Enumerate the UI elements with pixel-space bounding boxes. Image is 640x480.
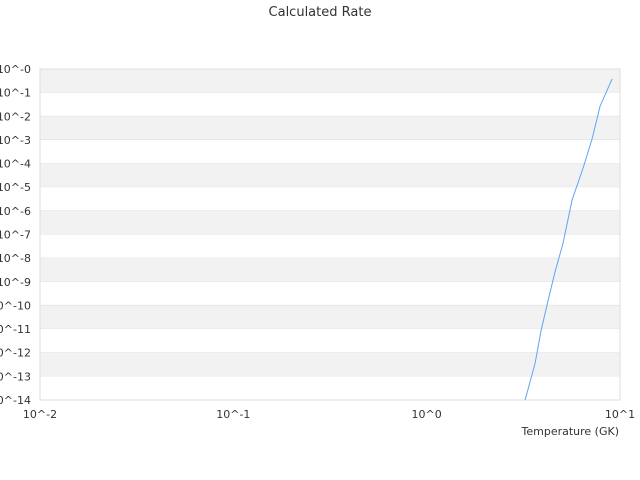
x-tick-label: 10^-1	[216, 408, 250, 421]
y-axis-tick-labels: 10^-0 10^-1 10^-2 10^-3 10^-4 10^-5 10^-6 10^-7…	[0, 63, 31, 407]
plot-area-border	[39, 68, 621, 401]
y-tick-label: 10^-10	[0, 299, 31, 312]
grid-band	[40, 305, 620, 330]
x-axis-label: Temperature (GK)	[521, 425, 620, 438]
grid-band	[40, 352, 620, 377]
y-tick-label: 10^-4	[0, 158, 31, 171]
chart-title: Calculated Rate	[269, 5, 372, 20]
y-tick-label: 10^-6	[0, 205, 31, 218]
grid-band	[40, 329, 620, 353]
y-tick-label: 10^-7	[0, 229, 31, 242]
grid-band	[40, 92, 620, 117]
grid-band	[40, 163, 620, 188]
x-axis-tick-labels: 10^-2 10^-1 10^0 10^1	[23, 408, 635, 421]
grid-band	[40, 139, 620, 164]
x-tick-label: 10^0	[412, 408, 442, 421]
y-tick-label: 10^-12	[0, 347, 31, 360]
x-tick-label: 10^1	[605, 408, 635, 421]
x-tick-label: 10^-2	[23, 408, 57, 421]
grid-band	[40, 210, 620, 235]
grid-band	[40, 187, 620, 211]
y-tick-label: 10^-14	[0, 394, 31, 407]
y-tick-label: 10^-8	[0, 252, 31, 265]
y-tick-label: 10^-13	[0, 370, 31, 383]
y-tick-label: 10^-0	[0, 63, 31, 76]
grid-band	[40, 234, 620, 259]
y-tick-label: 10^-2	[0, 110, 31, 123]
series-group	[524, 78, 613, 401]
grid-band	[40, 69, 620, 93]
grid-bands	[40, 69, 620, 401]
y-tick-label: 10^-3	[0, 134, 31, 147]
grid-band	[40, 281, 620, 306]
y-tick-label: 10^-9	[0, 276, 31, 289]
grid-band	[40, 116, 620, 140]
grid-band	[40, 376, 620, 400]
y-tick-label: 10^-5	[0, 181, 31, 194]
grid-band	[40, 258, 620, 282]
y-tick-label: 10^-1	[0, 87, 31, 100]
y-tick-label: 10^-11	[0, 323, 31, 336]
series-line	[524, 78, 613, 401]
